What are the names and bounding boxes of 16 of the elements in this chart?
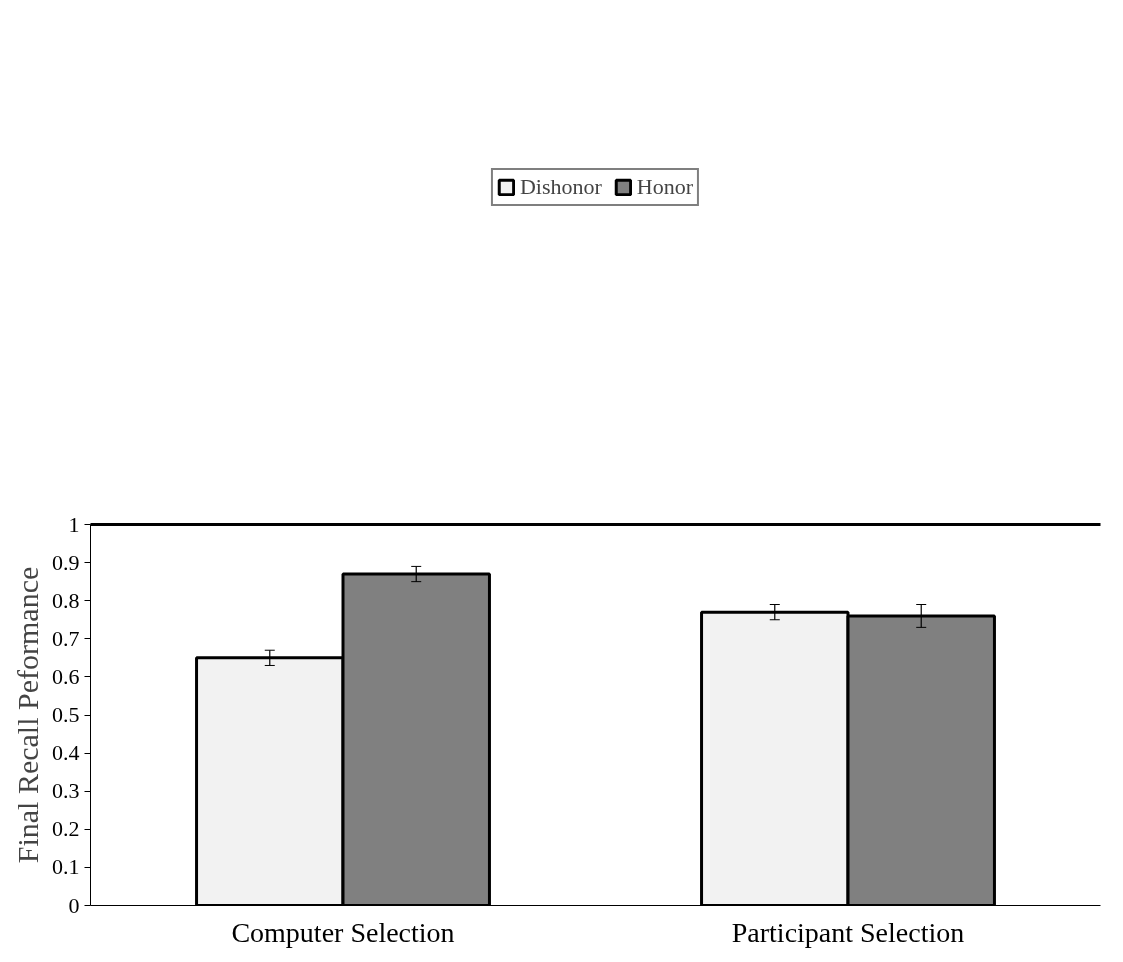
y-tick-label: 0.2: [52, 816, 80, 842]
x-tick-label: Computer Selection: [231, 916, 455, 948]
legend-label: Honor: [636, 174, 694, 200]
y-tick-label: 0.9: [52, 549, 80, 575]
y-tick-label: 0.5: [52, 702, 80, 727]
y-tick-label: 0.4: [52, 740, 80, 766]
y-tick-label: 0.8: [52, 587, 80, 613]
y-tick-label: 0.3: [52, 778, 80, 804]
y-tick-label: 1: [68, 511, 80, 537]
legend-label: Dishonor: [519, 174, 602, 200]
y-tick-label: 0.6: [52, 663, 80, 689]
y-tick-label: 0.7: [52, 625, 80, 651]
x-tick-label: Participant Selection: [731, 916, 965, 948]
y-axis-title: Final Recall Peformance: [11, 566, 44, 864]
y-tick-label: 0: [68, 892, 80, 918]
y-tick-label: 0.1: [52, 854, 80, 880]
